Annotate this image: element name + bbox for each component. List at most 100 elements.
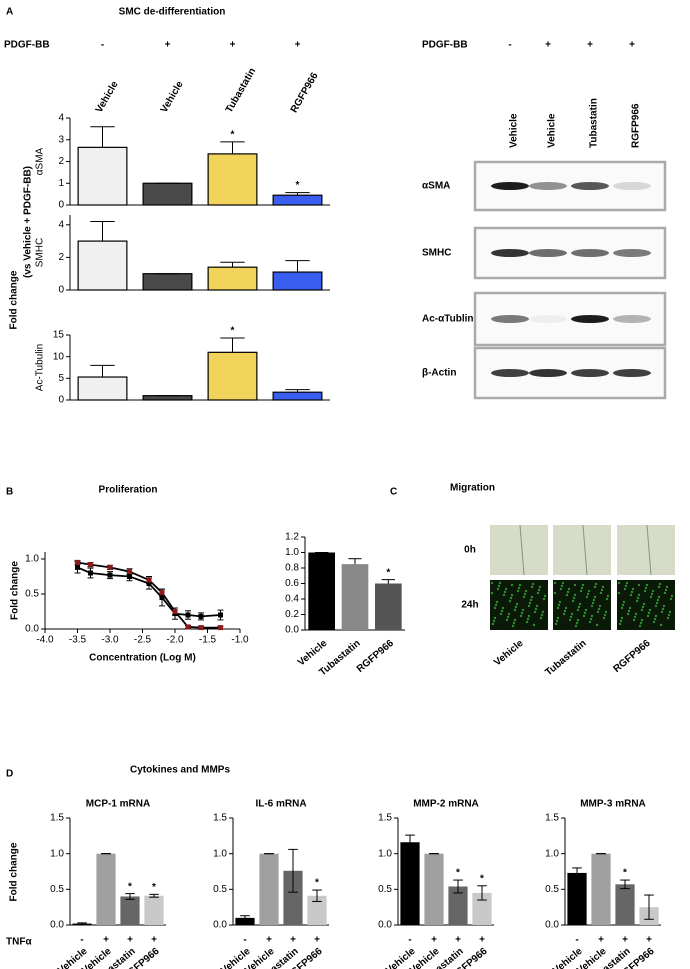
cell xyxy=(556,606,560,610)
y-tick-label: 0.0 xyxy=(378,920,392,931)
chart-title: MMP-2 mRNA xyxy=(413,799,479,810)
cell xyxy=(621,603,625,607)
cell xyxy=(539,616,543,620)
cell xyxy=(520,611,524,615)
significance: * xyxy=(128,881,132,892)
cell xyxy=(510,583,514,587)
cell xyxy=(637,583,641,587)
bar xyxy=(96,853,116,925)
blot-band xyxy=(529,249,567,257)
cell xyxy=(604,610,608,614)
cell xyxy=(599,591,603,595)
cell xyxy=(643,589,647,593)
cell xyxy=(662,604,666,608)
cell xyxy=(626,612,630,616)
bar xyxy=(308,552,335,630)
time-label: 0h xyxy=(464,545,476,556)
bar xyxy=(375,583,402,630)
treatment-sign: + xyxy=(290,935,296,946)
blot-band xyxy=(613,249,651,257)
cell xyxy=(558,600,562,604)
cell xyxy=(499,612,503,616)
cell xyxy=(667,613,671,617)
y-tick-label: 0.0 xyxy=(213,920,227,931)
condition-label: Tubastatin xyxy=(543,638,588,678)
scratch-edge xyxy=(519,524,525,576)
y-axis-subtitle: (vs Vehicle + PDGF-BB) xyxy=(23,166,34,278)
cell xyxy=(535,604,539,608)
cell xyxy=(633,615,637,619)
x-tick-label: RGFP966 xyxy=(355,638,396,675)
cell xyxy=(566,590,570,594)
scratch-edge xyxy=(582,524,588,576)
panel-title: Migration xyxy=(450,483,495,494)
cell xyxy=(652,620,656,624)
cell xyxy=(618,622,622,626)
cell xyxy=(536,591,540,595)
significance: * xyxy=(231,130,235,141)
cell xyxy=(555,619,559,623)
cell xyxy=(591,601,595,605)
bar xyxy=(591,853,611,925)
cell xyxy=(529,598,533,602)
cell xyxy=(619,619,623,623)
cell xyxy=(632,618,636,622)
y-tick-label: 1.0 xyxy=(378,848,392,859)
cell xyxy=(569,615,573,619)
y-tick-label: 0.0 xyxy=(50,920,64,931)
cell xyxy=(556,616,560,620)
cell xyxy=(576,608,580,612)
cell xyxy=(606,594,610,598)
blot-band xyxy=(491,249,529,257)
bar xyxy=(144,895,164,925)
cell xyxy=(502,593,506,597)
cell xyxy=(490,591,494,595)
bar xyxy=(272,271,323,291)
cell xyxy=(571,599,575,603)
cell xyxy=(650,592,654,596)
cell xyxy=(595,623,599,627)
treatment-label: PDGF-BB xyxy=(4,40,50,51)
panel-label: B xyxy=(6,487,13,498)
cell xyxy=(506,615,510,619)
blot-band xyxy=(491,369,529,377)
cell xyxy=(654,604,658,608)
cell xyxy=(579,589,583,593)
x-tick-label: -1.5 xyxy=(199,635,217,646)
y-tick-label: 1.0 xyxy=(285,547,299,558)
condition-label: RGFP966 xyxy=(611,638,652,675)
significance: * xyxy=(152,882,156,893)
cell xyxy=(592,598,596,602)
cell xyxy=(511,624,515,628)
point xyxy=(159,595,165,600)
significance: * xyxy=(231,326,235,337)
cell xyxy=(530,595,534,599)
cell xyxy=(554,622,558,626)
cell xyxy=(645,583,649,587)
point xyxy=(75,564,80,570)
cell xyxy=(590,614,594,618)
migration-image xyxy=(490,525,548,575)
cell xyxy=(512,621,516,625)
y-tick-label: 1.0 xyxy=(25,554,39,565)
y-tick-label: 0.5 xyxy=(50,884,64,895)
cell xyxy=(637,593,641,597)
cell xyxy=(664,588,668,592)
cell xyxy=(640,618,644,622)
cell xyxy=(505,618,509,622)
panel-label: A xyxy=(6,7,13,18)
cell xyxy=(670,594,674,598)
cell xyxy=(492,619,496,623)
cell xyxy=(495,600,499,604)
cell xyxy=(628,606,632,610)
cell xyxy=(587,589,591,593)
cell xyxy=(594,582,598,586)
y-axis-title: Fold change xyxy=(9,842,20,901)
treatment-sign: - xyxy=(408,935,411,946)
treatment-sign: + xyxy=(165,40,171,51)
y-tick-label: 1.5 xyxy=(50,813,64,824)
y-tick-label: 2 xyxy=(58,252,64,263)
cell xyxy=(573,583,577,587)
cell xyxy=(622,600,626,604)
cell xyxy=(490,581,494,585)
